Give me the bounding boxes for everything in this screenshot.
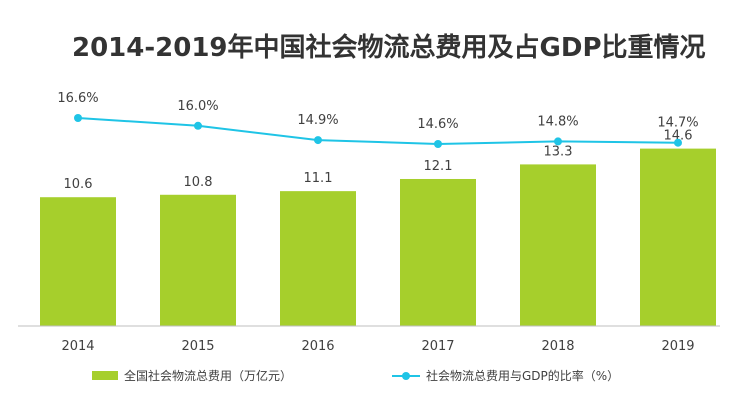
- legend-line-marker: [402, 372, 410, 380]
- bar-label-2014: 10.6: [64, 177, 93, 192]
- bar-label-2018: 13.3: [544, 144, 573, 159]
- tick-label-2019: 2019: [661, 339, 694, 354]
- line-point-2019: [674, 138, 682, 147]
- line-point-2014: [74, 114, 82, 122]
- bar-2017: [400, 178, 476, 326]
- tick-label-2016: 2016: [301, 339, 334, 354]
- bar-label-2016: 11.1: [304, 171, 333, 186]
- tick-label-2017: 2017: [421, 339, 454, 354]
- bar-label-2017: 12.1: [424, 159, 453, 174]
- legend-bar-label: 全国社会物流总费用（万亿元）: [124, 368, 292, 383]
- bar-2018: [520, 164, 596, 326]
- line-point-2017: [434, 140, 442, 148]
- legend-line-label: 社会物流总费用与GDP的比率（%）: [426, 368, 619, 383]
- line-label-2016: 14.9%: [297, 113, 338, 128]
- bar-label-2015: 10.8: [184, 175, 213, 190]
- bar-2014: [40, 197, 116, 326]
- line-label-2017: 14.6%: [417, 117, 458, 132]
- x-axis-ticks: 2014 2015 2016 2017 2018 2019: [61, 339, 694, 354]
- line-label-2019: 14.7%: [657, 116, 698, 131]
- legend: 全国社会物流总费用（万亿元） 社会物流总费用与GDP的比率（%）: [92, 368, 619, 383]
- bar-series: 10.6 10.8 11.1 12.1 13.3 14.6: [40, 129, 716, 326]
- line-label-2015: 16.0%: [177, 99, 218, 114]
- bar-2019: [640, 148, 716, 326]
- line-point-2018: [554, 137, 562, 146]
- line-point-2016: [314, 136, 322, 145]
- bar-2015: [160, 194, 236, 326]
- line-label-2018: 14.8%: [537, 114, 578, 129]
- line-series: 16.6% 16.0% 14.9% 14.6% 14.8% 14.7%: [57, 91, 699, 148]
- line-point-2015: [194, 121, 202, 130]
- legend-bar-swatch: [92, 371, 118, 380]
- line-label-2014: 16.6%: [57, 91, 98, 106]
- tick-label-2018: 2018: [541, 339, 574, 354]
- chart-title: 2014-2019年中国社会物流总费用及占GDP比重情况: [72, 32, 706, 63]
- bar-2016: [280, 191, 356, 326]
- bar-label-2019: 14.6: [664, 129, 693, 144]
- tick-label-2014: 2014: [61, 339, 94, 354]
- line-path: [77, 117, 679, 146]
- tick-label-2015: 2015: [181, 339, 214, 354]
